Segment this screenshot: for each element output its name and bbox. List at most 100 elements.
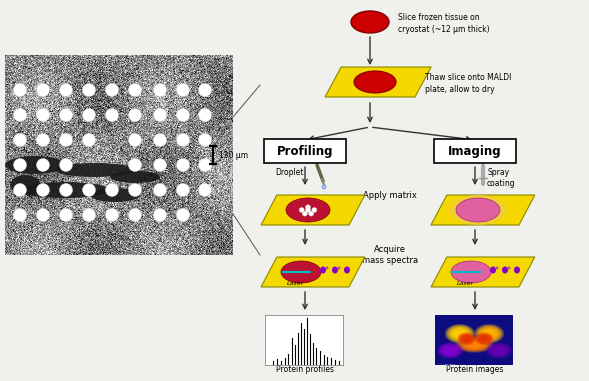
Text: Droplet: Droplet bbox=[275, 168, 303, 177]
Text: Laser: Laser bbox=[286, 281, 303, 286]
Ellipse shape bbox=[326, 266, 329, 269]
Ellipse shape bbox=[302, 211, 307, 216]
FancyBboxPatch shape bbox=[434, 139, 516, 163]
Ellipse shape bbox=[490, 266, 496, 274]
Ellipse shape bbox=[299, 208, 304, 213]
Ellipse shape bbox=[105, 83, 118, 96]
Ellipse shape bbox=[59, 109, 72, 122]
Ellipse shape bbox=[154, 184, 167, 197]
Text: Protein images: Protein images bbox=[446, 365, 504, 375]
Ellipse shape bbox=[37, 109, 49, 122]
Ellipse shape bbox=[286, 198, 330, 222]
Ellipse shape bbox=[177, 208, 190, 221]
Text: Imaging: Imaging bbox=[448, 144, 502, 157]
Ellipse shape bbox=[110, 171, 160, 183]
Text: Spray
coating: Spray coating bbox=[487, 168, 515, 188]
Ellipse shape bbox=[198, 133, 211, 147]
Ellipse shape bbox=[128, 184, 141, 197]
Ellipse shape bbox=[344, 266, 350, 274]
Ellipse shape bbox=[59, 133, 72, 147]
Ellipse shape bbox=[10, 175, 40, 195]
Ellipse shape bbox=[177, 158, 190, 171]
Ellipse shape bbox=[105, 184, 118, 197]
Ellipse shape bbox=[82, 184, 95, 197]
Ellipse shape bbox=[309, 211, 314, 216]
Ellipse shape bbox=[198, 158, 211, 171]
Ellipse shape bbox=[354, 71, 396, 93]
Ellipse shape bbox=[332, 266, 338, 274]
Text: Protein profiles: Protein profiles bbox=[276, 365, 334, 375]
Ellipse shape bbox=[177, 133, 190, 147]
Ellipse shape bbox=[59, 208, 72, 221]
FancyBboxPatch shape bbox=[264, 139, 346, 163]
Ellipse shape bbox=[154, 83, 167, 96]
Ellipse shape bbox=[198, 184, 211, 197]
Polygon shape bbox=[431, 257, 535, 287]
Ellipse shape bbox=[281, 261, 321, 283]
Ellipse shape bbox=[154, 158, 167, 171]
Ellipse shape bbox=[449, 195, 507, 225]
Ellipse shape bbox=[105, 109, 118, 122]
Ellipse shape bbox=[59, 83, 72, 96]
Ellipse shape bbox=[14, 158, 27, 171]
Ellipse shape bbox=[154, 133, 167, 147]
Polygon shape bbox=[431, 195, 535, 225]
Ellipse shape bbox=[59, 184, 72, 197]
Ellipse shape bbox=[154, 109, 167, 122]
Polygon shape bbox=[261, 195, 365, 225]
Ellipse shape bbox=[82, 208, 95, 221]
Ellipse shape bbox=[55, 163, 135, 177]
Ellipse shape bbox=[37, 83, 49, 96]
Ellipse shape bbox=[82, 83, 95, 96]
Ellipse shape bbox=[177, 184, 190, 197]
Ellipse shape bbox=[20, 182, 110, 198]
Ellipse shape bbox=[128, 158, 141, 171]
Ellipse shape bbox=[59, 158, 72, 171]
Ellipse shape bbox=[198, 109, 211, 122]
Ellipse shape bbox=[14, 109, 27, 122]
Polygon shape bbox=[325, 67, 431, 97]
Text: Thaw slice onto MALDI
plate, allow to dry: Thaw slice onto MALDI plate, allow to dr… bbox=[425, 73, 511, 94]
Ellipse shape bbox=[128, 133, 141, 147]
Text: Slice frozen tissue on
cryostat (~12 µm thick): Slice frozen tissue on cryostat (~12 µm … bbox=[398, 13, 489, 34]
Ellipse shape bbox=[90, 188, 140, 202]
Text: m/z 1573b: m/z 1573b bbox=[438, 364, 456, 368]
Ellipse shape bbox=[495, 266, 498, 269]
Ellipse shape bbox=[37, 208, 49, 221]
Ellipse shape bbox=[5, 156, 65, 174]
Polygon shape bbox=[261, 257, 365, 287]
Ellipse shape bbox=[128, 83, 141, 96]
Text: Apply matrix: Apply matrix bbox=[363, 190, 417, 200]
Ellipse shape bbox=[322, 185, 326, 189]
Ellipse shape bbox=[337, 266, 340, 269]
Ellipse shape bbox=[456, 198, 500, 222]
Ellipse shape bbox=[320, 266, 326, 274]
Ellipse shape bbox=[82, 133, 95, 147]
Ellipse shape bbox=[14, 83, 27, 96]
Ellipse shape bbox=[451, 261, 491, 283]
Ellipse shape bbox=[128, 109, 141, 122]
Ellipse shape bbox=[177, 109, 190, 122]
Text: Laser: Laser bbox=[456, 281, 474, 286]
Ellipse shape bbox=[128, 208, 141, 221]
Ellipse shape bbox=[198, 83, 211, 96]
Ellipse shape bbox=[82, 109, 95, 122]
Ellipse shape bbox=[37, 133, 49, 147]
Ellipse shape bbox=[312, 208, 317, 213]
Ellipse shape bbox=[14, 184, 27, 197]
Ellipse shape bbox=[306, 208, 310, 213]
Ellipse shape bbox=[502, 266, 508, 274]
Ellipse shape bbox=[37, 184, 49, 197]
Ellipse shape bbox=[105, 208, 118, 221]
Ellipse shape bbox=[514, 266, 520, 274]
Ellipse shape bbox=[37, 158, 49, 171]
Ellipse shape bbox=[508, 266, 511, 269]
Ellipse shape bbox=[154, 208, 167, 221]
Ellipse shape bbox=[351, 11, 389, 33]
Ellipse shape bbox=[306, 205, 310, 210]
Ellipse shape bbox=[14, 208, 27, 221]
Text: 130 µm: 130 µm bbox=[219, 150, 248, 160]
Text: Acquire
mass spectra: Acquire mass spectra bbox=[362, 245, 418, 266]
Ellipse shape bbox=[14, 133, 27, 147]
Text: Profiling: Profiling bbox=[277, 144, 333, 157]
